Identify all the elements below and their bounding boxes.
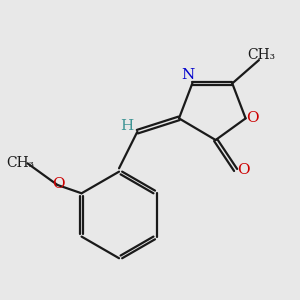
Text: O: O (247, 111, 259, 125)
Text: CH₃: CH₃ (248, 48, 276, 62)
Text: N: N (182, 68, 195, 82)
Text: O: O (237, 163, 249, 177)
Text: H: H (120, 119, 133, 133)
Text: O: O (52, 177, 64, 191)
Text: CH₃: CH₃ (6, 156, 34, 170)
